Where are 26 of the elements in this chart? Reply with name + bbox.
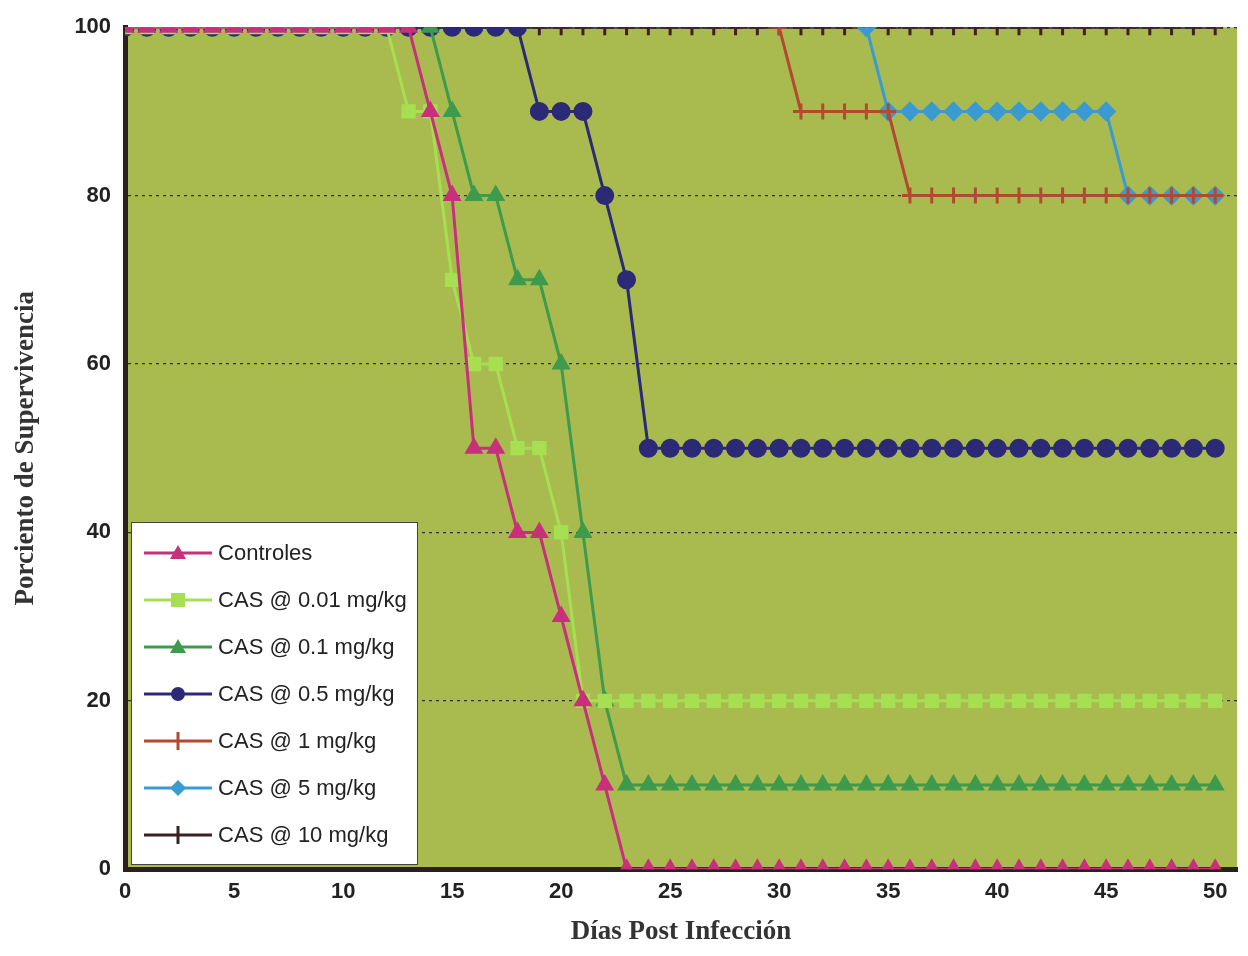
legend-label: CAS @ 0.5 mg/kg bbox=[218, 680, 395, 707]
x-tick-label: 50 bbox=[1202, 878, 1228, 904]
y-tick-label: 20 bbox=[86, 686, 112, 712]
y-tick-label: 80 bbox=[86, 181, 112, 207]
y-tick-label: 100 bbox=[74, 13, 112, 39]
x-axis-title: Días Post Infección bbox=[570, 914, 792, 945]
x-tick-label: 0 bbox=[118, 878, 132, 904]
legend-label: CAS @ 0.01 mg/kg bbox=[218, 586, 407, 613]
legend-label: Controles bbox=[218, 539, 313, 566]
legend-label: CAS @ 0.1 mg/kg bbox=[218, 633, 395, 660]
x-tick-label: 35 bbox=[875, 878, 901, 904]
x-tick-label: 40 bbox=[984, 878, 1010, 904]
y-tick-label: 0 bbox=[98, 855, 112, 881]
x-tick-label: 20 bbox=[548, 878, 574, 904]
legend-label: CAS @ 10 mg/kg bbox=[218, 821, 389, 848]
x-tick-label: 30 bbox=[766, 878, 792, 904]
y-tick-label: 60 bbox=[86, 350, 112, 376]
y-tick-label: 40 bbox=[86, 518, 112, 544]
legend-label: CAS @ 1 mg/kg bbox=[218, 727, 377, 754]
x-tick-label: 15 bbox=[439, 878, 465, 904]
x-tick-label: 25 bbox=[657, 878, 683, 904]
x-tick-label: 5 bbox=[227, 878, 241, 904]
x-tick-label: 10 bbox=[330, 878, 356, 904]
x-tick-label: 45 bbox=[1093, 878, 1119, 904]
y-axis-title: Porciento de Supervivencia bbox=[9, 290, 40, 606]
legend-label: CAS @ 5 mg/kg bbox=[218, 774, 377, 801]
